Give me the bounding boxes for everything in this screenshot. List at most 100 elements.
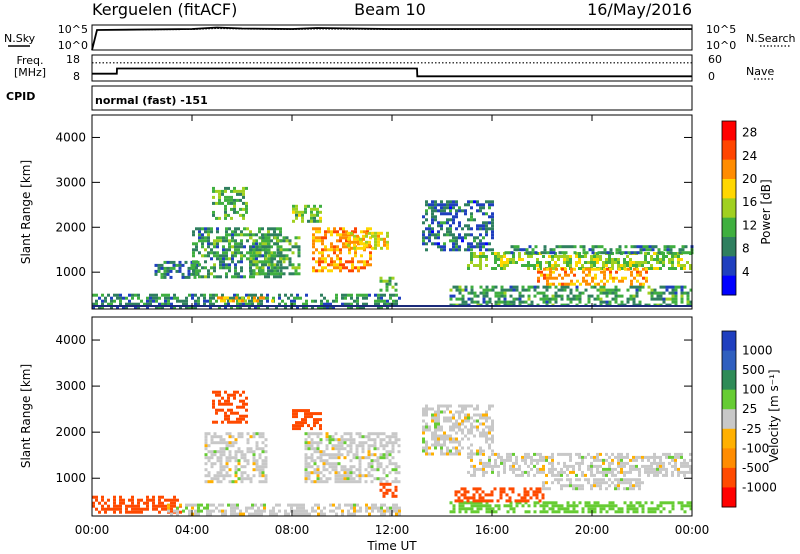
cell-f12 xyxy=(590,261,593,264)
cell-f11 xyxy=(635,464,638,468)
cell-f8 xyxy=(440,446,443,450)
cell-f13 xyxy=(645,279,648,283)
cell-f6 xyxy=(340,447,344,451)
cell-f3 xyxy=(264,450,268,454)
cell-f1 xyxy=(185,506,188,510)
cell-f5 xyxy=(279,263,283,267)
cell-f8 xyxy=(479,422,482,426)
cell-f8 xyxy=(431,407,434,411)
cell-f13 xyxy=(633,267,636,271)
cell-f6 xyxy=(349,474,353,478)
cell-f10 xyxy=(470,206,473,210)
cell-f6 xyxy=(316,444,320,448)
cell-f3 xyxy=(264,254,267,258)
cell-f4 xyxy=(230,189,233,193)
cell-f0 xyxy=(104,510,107,514)
cell-f0 xyxy=(248,305,251,309)
cell-f10 xyxy=(535,487,539,491)
cell-f6 xyxy=(331,456,335,460)
cell-f0 xyxy=(344,293,347,297)
cell-f2 xyxy=(197,509,200,513)
cell-f13 xyxy=(567,273,570,277)
cell-f7 xyxy=(342,263,345,267)
cell-f5 xyxy=(294,245,298,249)
cell-f6 xyxy=(316,435,320,439)
cell-f10 xyxy=(458,233,461,237)
power-colorbar-tick: 24 xyxy=(742,149,757,163)
cell-f3 xyxy=(240,230,243,234)
cell-f11 xyxy=(662,297,666,301)
noise-right-tick-bottom: 10^0 xyxy=(706,39,736,52)
cell-f0 xyxy=(323,302,326,306)
cell-f9 xyxy=(545,510,549,514)
cell-f7 xyxy=(321,257,324,261)
cell-f3 xyxy=(222,468,226,472)
cell-f11 xyxy=(482,473,485,477)
cell-f12 xyxy=(578,258,581,261)
cell-f13 xyxy=(540,270,543,274)
cell-f6 xyxy=(334,462,338,466)
cell-f11 xyxy=(590,294,594,298)
cell-f10 xyxy=(425,203,428,207)
cell-f7 xyxy=(321,251,324,255)
cell-f3 xyxy=(213,275,216,279)
cell-f0 xyxy=(122,305,125,309)
cell-f9 xyxy=(473,510,477,514)
cell-f3 xyxy=(210,462,214,466)
cell-f6 xyxy=(379,453,383,457)
cell-f9 xyxy=(638,501,642,505)
cell-f9 xyxy=(379,288,383,292)
cell-f12 xyxy=(605,264,608,267)
cell-f1 xyxy=(323,506,326,510)
cell-f12 xyxy=(593,258,596,261)
cell-f11 xyxy=(611,291,615,295)
cell-f13 xyxy=(558,273,561,277)
cell-f10 xyxy=(499,493,503,497)
cell-f7 xyxy=(318,239,321,243)
cell-f10 xyxy=(526,499,530,503)
cell-f6 xyxy=(364,456,368,460)
cell-f7 xyxy=(330,257,333,261)
cell-f3 xyxy=(228,450,232,454)
cell-f3 xyxy=(207,236,210,240)
cell-f8 xyxy=(476,449,479,453)
cell-f4 xyxy=(230,402,233,406)
cell-f11 xyxy=(455,285,459,289)
cell-f11 xyxy=(452,294,456,298)
cell-f0 xyxy=(305,293,308,297)
cell-f1 xyxy=(380,506,383,510)
cell-f6 xyxy=(355,456,359,460)
cell-f6 xyxy=(358,468,362,472)
cell-f8 xyxy=(437,419,440,423)
cell-f5 xyxy=(316,412,319,416)
cell-f12 xyxy=(665,255,668,258)
cell-f11 xyxy=(599,291,603,295)
cell-f3 xyxy=(249,266,252,270)
cell-f3 xyxy=(264,263,267,267)
cell-f10 xyxy=(452,200,455,204)
cell-f9 xyxy=(677,501,681,505)
cell-f2 xyxy=(184,275,188,279)
cell-f2 xyxy=(187,275,191,279)
cell-f5 xyxy=(279,248,283,252)
cell-f5 xyxy=(288,260,292,264)
cell-f7 xyxy=(354,227,357,231)
cell-f8 xyxy=(458,443,461,447)
cell-f6 xyxy=(310,444,314,448)
cell-f0 xyxy=(386,299,389,303)
cell-f1 xyxy=(221,503,224,507)
cell-f8 xyxy=(425,446,428,450)
cell-f8 xyxy=(446,419,449,423)
cell-f11 xyxy=(680,288,684,292)
cell-f13 xyxy=(603,273,606,277)
cell-f11 xyxy=(581,458,584,462)
cell-f6 xyxy=(367,450,371,454)
cell-f11 xyxy=(566,294,570,298)
cell-f7 xyxy=(345,236,348,240)
cell-f11 xyxy=(449,297,453,301)
cell-f8 xyxy=(434,431,437,435)
cell-f4 xyxy=(224,186,227,190)
cell-f6 xyxy=(373,441,377,445)
cell-f3 xyxy=(213,239,216,243)
cell-f10 xyxy=(491,233,494,237)
